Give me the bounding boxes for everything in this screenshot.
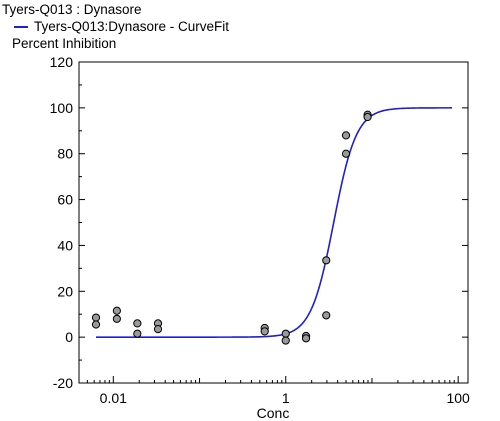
legend: Tyers-Q013:Dynasore - CurveFit (14, 18, 229, 35)
x-ticks: 0.01 1 100 (78, 376, 470, 406)
data-point (281, 329, 290, 338)
y-tick-label: 80 (57, 146, 73, 162)
y-tick-label: 20 (57, 283, 73, 299)
y-tick-label: 40 (57, 237, 73, 253)
fit-curve (96, 107, 453, 338)
data-point (301, 334, 311, 343)
x-tick-label: 100 (446, 390, 470, 406)
x-tick-label: 0.01 (100, 390, 127, 406)
data-point (322, 256, 331, 265)
data-point (112, 306, 121, 315)
data-point (91, 313, 101, 322)
data-point (91, 320, 101, 329)
y-tick-label: -20 (53, 375, 73, 391)
y-tick-label: 120 (50, 54, 74, 70)
y-tick-label: 100 (50, 100, 74, 116)
chart-title: Tyers-Q013 : Dynasore (2, 2, 142, 17)
data-point (133, 329, 142, 338)
data-point (363, 112, 372, 122)
x-tick-label: 1 (282, 390, 290, 406)
data-point (133, 319, 142, 328)
legend-label-curvefit: Tyers-Q013:Dynasore - CurveFit (34, 19, 230, 34)
x-axis-title: Conc (257, 405, 290, 421)
data-point (112, 314, 121, 323)
data-point (322, 311, 331, 320)
y-tick-label: 0 (65, 329, 73, 345)
data-point (260, 327, 269, 336)
y-tick-label: 60 (57, 192, 73, 208)
chart-header: Tyers-Q013 : Dynasore Tyers-Q013:Dynasor… (2, 1, 229, 52)
data-point (341, 149, 351, 158)
data-point (153, 325, 163, 334)
data-points (91, 110, 372, 345)
data-point (341, 131, 351, 140)
legend-swatch-curvefit (14, 25, 28, 28)
y-axis-label: Percent Inhibition (12, 36, 117, 51)
y-ticks: -20 0 20 40 60 80 100 120 (50, 54, 468, 391)
data-point (281, 336, 290, 345)
